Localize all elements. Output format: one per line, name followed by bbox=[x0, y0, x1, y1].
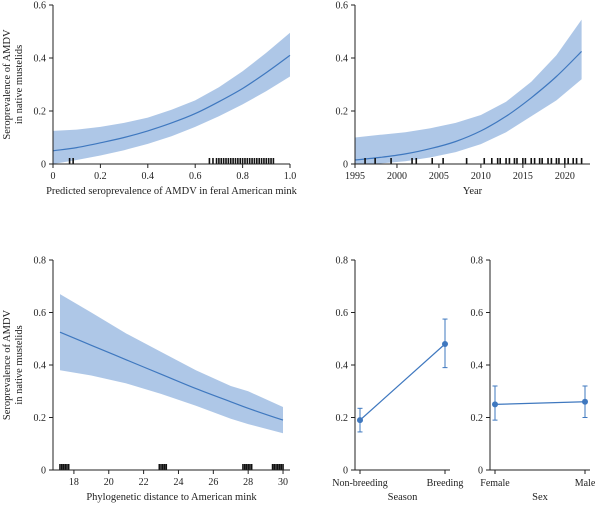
x-tick-label: 2015 bbox=[513, 171, 533, 182]
y-tick-label: 0.6 bbox=[336, 308, 349, 319]
y-tick-label: 0.2 bbox=[336, 413, 349, 424]
chart-p4: 0 0.2 0.4 0.6 0.8 Non-breeding Breeding Season bbox=[332, 256, 463, 504]
y-tick-label: 0.8 bbox=[34, 256, 47, 267]
y-axis-label: in native mustelids bbox=[14, 325, 25, 404]
x-tick-label: Male bbox=[575, 478, 596, 489]
confidence-band bbox=[355, 19, 582, 164]
y-tick-label: 0.6 bbox=[336, 1, 349, 12]
y-tick-label: 0.6 bbox=[34, 308, 47, 319]
chart-p5: 0 0.2 0.4 0.6 0.8 Female Male Sex bbox=[471, 256, 596, 504]
y-tick-label: 0.2 bbox=[34, 413, 47, 424]
y-tick-label: 0.8 bbox=[336, 256, 349, 267]
x-axis-label: Phylogenetic distance to American mink bbox=[86, 492, 257, 503]
confidence-band bbox=[60, 294, 283, 434]
y-axis-label: in native mustelids bbox=[14, 45, 25, 124]
y-tick-label: 0.4 bbox=[34, 54, 47, 65]
x-tick-label: Non-breeding bbox=[332, 478, 388, 489]
x-tick-label: 2020 bbox=[555, 171, 575, 182]
x-tick-label: 18 bbox=[69, 477, 79, 488]
y-tick-label: 0.2 bbox=[34, 107, 47, 118]
x-tick-label: 20 bbox=[104, 477, 114, 488]
x-tick-label: 0.8 bbox=[236, 171, 249, 182]
y-tick-label: 0 bbox=[41, 466, 46, 477]
chart-p1: 0 0.2 0.4 0.6 0 0.2 0.4 0.6 0.8 1.0 Predicted sero… bbox=[2, 1, 298, 198]
x-tick-label: Breeding bbox=[427, 478, 464, 489]
x-tick-label: 28 bbox=[243, 477, 253, 488]
x-tick-label: 1995 bbox=[345, 171, 365, 182]
y-tick-label: 0.2 bbox=[336, 107, 349, 118]
x-tick-label: 0.6 bbox=[189, 171, 202, 182]
x-tick-label: 0 bbox=[51, 171, 56, 182]
y-tick-label: 0 bbox=[478, 466, 483, 477]
fit-line bbox=[354, 50, 583, 161]
y-tick-label: 0.2 bbox=[471, 413, 484, 424]
x-axis-label: Year bbox=[463, 186, 483, 197]
connector-line bbox=[494, 401, 586, 405]
y-axis-label: Seroprevalence of AMDV bbox=[2, 29, 13, 140]
x-tick-label: 22 bbox=[139, 477, 149, 488]
data-point bbox=[582, 398, 588, 405]
confidence-band bbox=[53, 32, 290, 164]
y-tick-label: 0.6 bbox=[471, 308, 484, 319]
y-tick-label: 0.8 bbox=[471, 256, 484, 267]
y-tick-label: 0.4 bbox=[336, 361, 349, 372]
y-tick-label: 0.4 bbox=[34, 361, 47, 372]
fit-line bbox=[52, 54, 291, 152]
y-tick-label: 0.4 bbox=[336, 54, 349, 65]
fit-line bbox=[59, 331, 284, 421]
x-axis-label: Predicted seroprevalence of AMDV in fera… bbox=[46, 186, 298, 197]
data-point bbox=[357, 417, 363, 424]
x-tick-label: 2010 bbox=[471, 171, 491, 182]
connector-line bbox=[359, 343, 446, 421]
y-tick-label: 0.6 bbox=[34, 1, 47, 12]
y-tick-label: 0.4 bbox=[471, 361, 484, 372]
data-point bbox=[492, 401, 498, 408]
x-tick-label: 30 bbox=[278, 477, 288, 488]
y-axis-label: Seroprevalence of AMDV bbox=[2, 309, 13, 420]
x-tick-label: 1.0 bbox=[284, 171, 297, 182]
y-tick-label: 0 bbox=[343, 466, 348, 477]
chart-p3: 0 0.2 0.4 0.6 0.8 18 20 22 24 26 28 30 Phylogenetic … bbox=[2, 256, 290, 503]
x-tick-label: 0.2 bbox=[94, 171, 107, 182]
x-tick-label: 24 bbox=[173, 477, 183, 488]
x-tick-label: 26 bbox=[208, 477, 218, 488]
x-axis-label: Season bbox=[388, 492, 418, 503]
y-tick-label: 0 bbox=[41, 160, 46, 171]
x-tick-label: 0.4 bbox=[142, 171, 155, 182]
chart-p2: 0 0.2 0.4 0.6 1995 2000 2005 2010 2015 2020 Year bbox=[336, 1, 590, 197]
data-point bbox=[442, 341, 448, 347]
x-tick-label: 2000 bbox=[387, 171, 407, 182]
y-tick-label: 0 bbox=[343, 160, 348, 171]
x-tick-label: Female bbox=[480, 478, 510, 489]
x-tick-label: 2005 bbox=[429, 171, 449, 182]
x-axis-label: Sex bbox=[532, 492, 549, 503]
